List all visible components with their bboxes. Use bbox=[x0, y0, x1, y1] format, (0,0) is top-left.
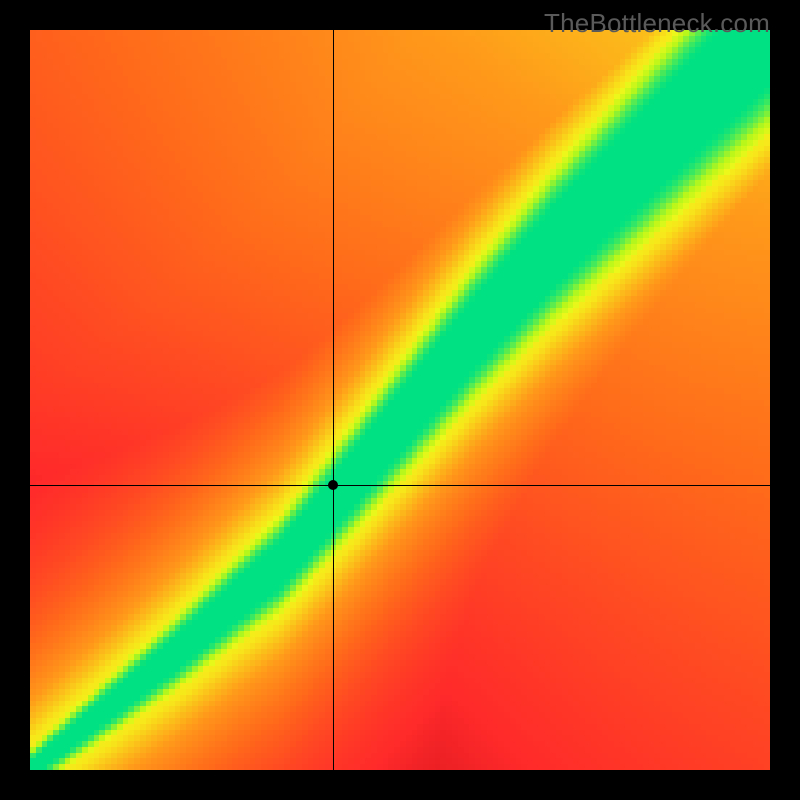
crosshair-vertical bbox=[333, 30, 334, 770]
plot-area bbox=[30, 30, 770, 770]
heatmap-canvas bbox=[30, 30, 770, 770]
watermark-text: TheBottleneck.com bbox=[544, 8, 770, 39]
crosshair-horizontal bbox=[30, 485, 770, 486]
crosshair-marker bbox=[328, 480, 338, 490]
